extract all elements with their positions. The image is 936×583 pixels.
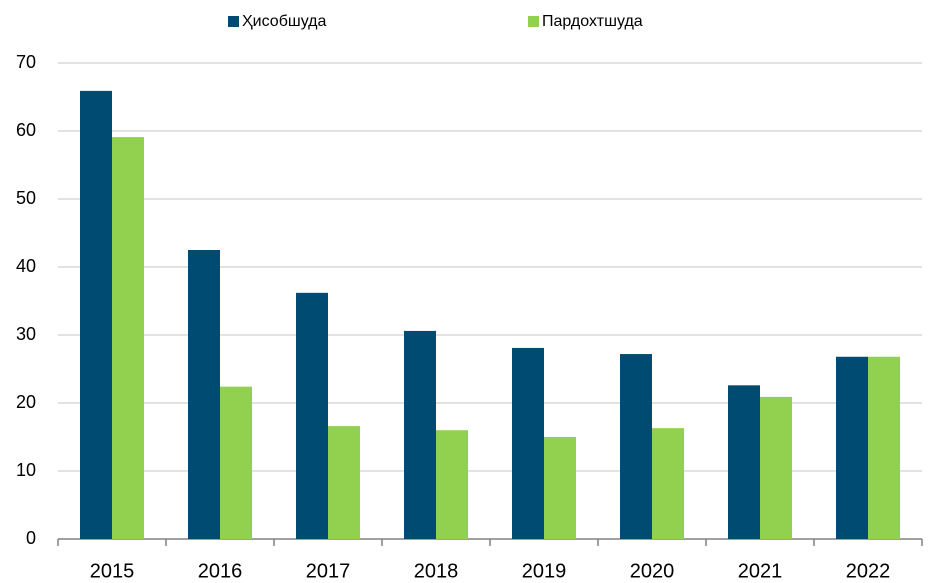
x-tick-label: 2018 <box>414 560 459 582</box>
legend-label: Ҳисобшуда <box>242 13 326 30</box>
y-tick-label: 10 <box>16 460 36 480</box>
bar <box>220 386 252 539</box>
x-tick-label: 2015 <box>90 560 135 582</box>
legend-swatch <box>228 16 239 27</box>
bar <box>436 430 468 539</box>
bar <box>760 396 792 539</box>
x-tick-label: 2017 <box>306 560 351 582</box>
y-tick-label: 60 <box>16 120 36 140</box>
bar <box>188 250 220 539</box>
y-tick-label: 0 <box>26 528 36 548</box>
bar <box>512 347 544 539</box>
bar <box>80 90 112 539</box>
bar <box>296 292 328 539</box>
y-tick-label: 70 <box>16 52 36 72</box>
x-tick-label: 2016 <box>198 560 243 582</box>
bar <box>728 385 760 539</box>
y-tick-label: 20 <box>16 392 36 412</box>
x-tick-label: 2021 <box>738 560 783 582</box>
bar <box>112 137 144 539</box>
bar <box>620 354 652 539</box>
x-tick-label: 2020 <box>630 560 675 582</box>
bar <box>544 437 576 539</box>
bar <box>328 426 360 539</box>
y-tick-label: 40 <box>16 256 36 276</box>
legend-swatch <box>528 16 539 27</box>
bar <box>404 330 436 539</box>
bar <box>868 356 900 539</box>
legend-label: Пардохтшуда <box>542 13 643 30</box>
bar <box>652 428 684 539</box>
x-tick-label: 2022 <box>846 560 891 582</box>
y-tick-label: 50 <box>16 188 36 208</box>
y-tick-label: 30 <box>16 324 36 344</box>
x-tick-label: 2019 <box>522 560 567 582</box>
bar <box>836 356 868 539</box>
